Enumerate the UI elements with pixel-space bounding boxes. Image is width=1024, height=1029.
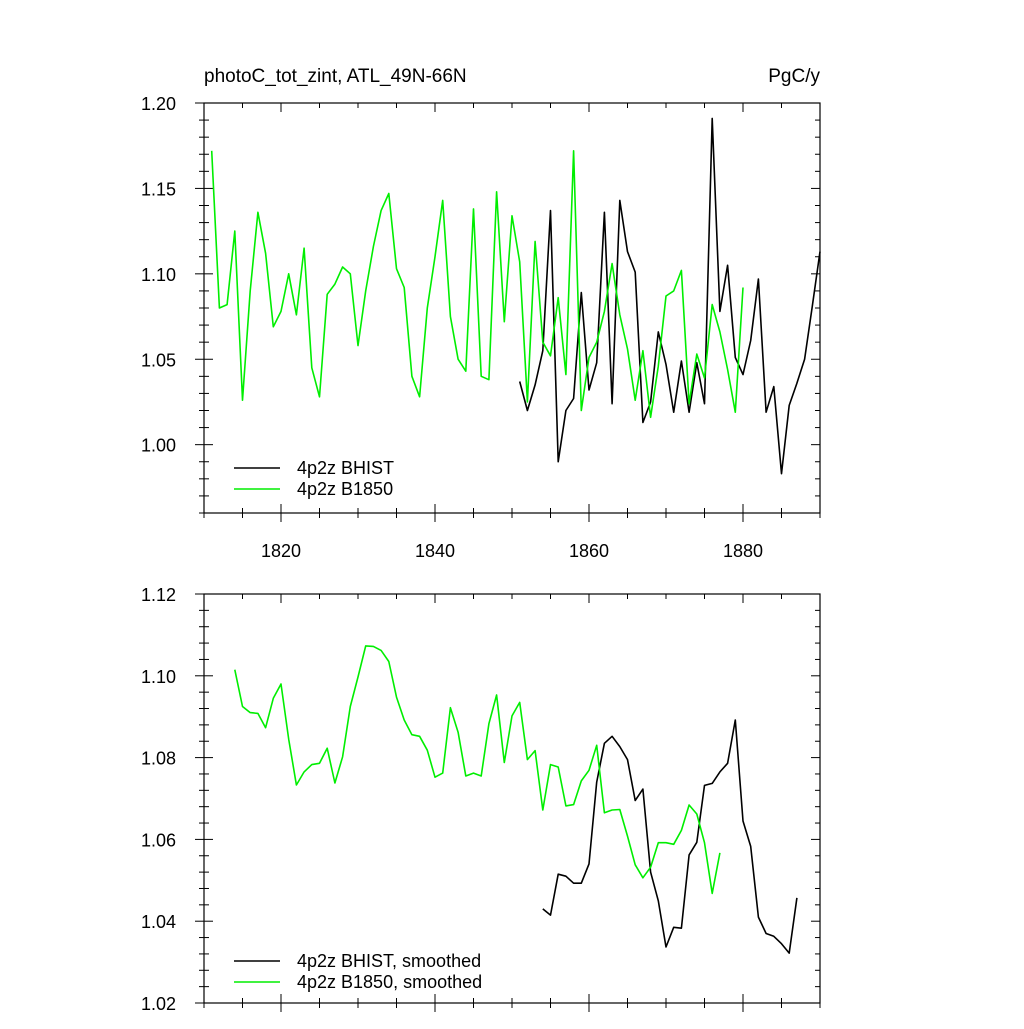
x-tick-label: 1840 xyxy=(415,541,455,561)
y-tick-label: 1.15 xyxy=(141,179,176,199)
x-tick-label: 1860 xyxy=(569,541,609,561)
bottom-panel: 1.02 1.04 1.06 1.08 1.10 1.12 4p2z BHIST, smoo… xyxy=(141,585,821,1014)
x-tick-label: 1880 xyxy=(723,541,763,561)
y-tick-label: 1.20 xyxy=(141,94,176,114)
x-tick-label: 1820 xyxy=(261,541,301,561)
y-tick-label: 1.00 xyxy=(141,436,176,456)
series-line-bhist xyxy=(518,117,821,475)
series-line-b1850 xyxy=(210,150,744,419)
y-tick-label: 1.10 xyxy=(141,265,176,285)
top-panel: 1820 1840 1860 1880 1.00 1.05 1.10 1.15 1.20 4p2z… xyxy=(141,94,821,561)
legend-label: 4p2z B1850, smoothed xyxy=(297,972,482,992)
y-tick-label: 1.06 xyxy=(141,830,176,850)
chart-title-left: photoC_tot_zint, ATL_49N-66N xyxy=(204,66,467,87)
y-tick-label: 1.02 xyxy=(141,994,176,1014)
y-tick-label: 1.04 xyxy=(141,912,176,932)
legend-label: 4p2z BHIST, smoothed xyxy=(297,951,481,971)
y-tick-label: 1.08 xyxy=(141,749,176,769)
y-tick-label: 1.05 xyxy=(141,350,176,370)
legend-label: 4p2z BHIST xyxy=(297,458,394,478)
chart-title-right: PgC/y xyxy=(768,66,820,87)
series-line-bhist xyxy=(542,719,798,954)
y-tick-label: 1.12 xyxy=(141,585,176,605)
series-line-b1850 xyxy=(234,645,721,895)
legend-label: 4p2z B1850 xyxy=(297,479,393,499)
y-tick-label: 1.10 xyxy=(141,667,176,687)
